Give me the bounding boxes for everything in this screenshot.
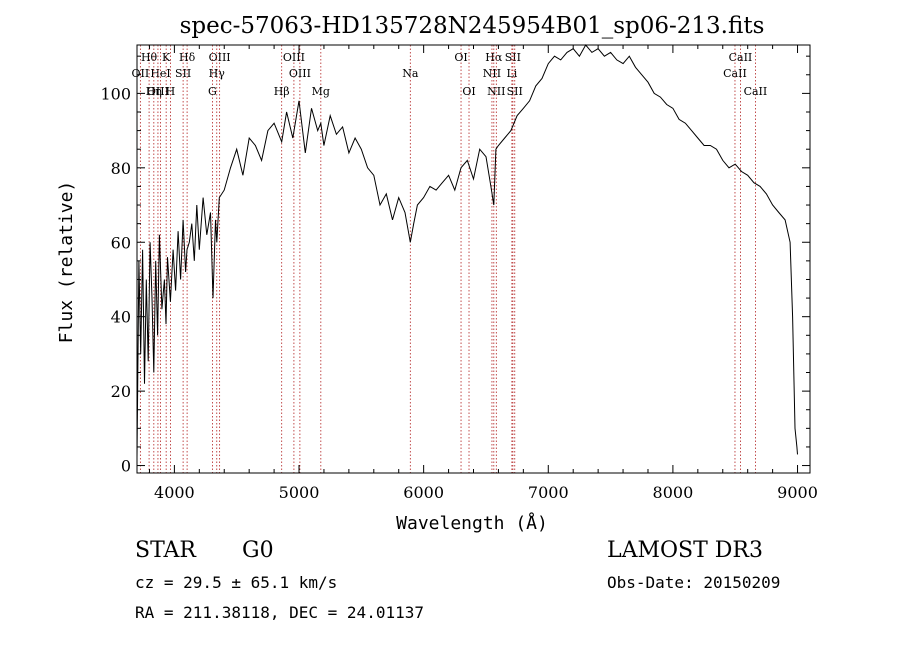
line-marker-label: OIII — [147, 85, 169, 98]
line-marker-label: OI — [454, 51, 467, 64]
line-marker-label: Hη — [146, 85, 162, 98]
line-marker-label: OIII — [289, 67, 311, 80]
x-tick-label: 5000 — [279, 483, 320, 502]
x-tick-label: 6000 — [403, 483, 444, 502]
line-marker-label: Hβ — [274, 85, 290, 98]
line-marker-label: Hγ — [209, 67, 226, 80]
line-marker-label: Na — [402, 67, 419, 80]
line-marker-label: Hα — [485, 51, 503, 64]
line-marker-label: NII — [483, 67, 501, 80]
y-tick-label: 20 — [111, 382, 131, 401]
line-marker-label: CaII — [723, 67, 747, 80]
line-marker-label: Hδ — [179, 51, 196, 64]
y-axis: 0 20 40 60 80 100 — [100, 55, 810, 476]
x-tick-label: 9000 — [777, 483, 818, 502]
y-tick-label: 40 — [111, 308, 131, 327]
x-axis: 4000 5000 6000 7000 8000 9000 — [148, 45, 818, 502]
line-marker-label: Li — [506, 67, 517, 80]
x-tick-label: 7000 — [528, 483, 569, 502]
line-marker-label: OII — [132, 67, 150, 80]
x-tick-label: 8000 — [653, 483, 694, 502]
object-subclass: G0 — [242, 538, 274, 563]
line-marker-label: NII — [487, 85, 505, 98]
line-marker-label: OI — [462, 85, 475, 98]
survey-name: LAMOST DR3 — [607, 538, 763, 563]
redshift-velocity: cz = 29.5 ± 65.1 km/s — [135, 573, 338, 592]
plot-frame — [136, 44, 811, 474]
line-marker-label: SII — [507, 85, 523, 98]
line-marker-label: G — [208, 85, 217, 98]
line-marker-label: CaII — [729, 51, 753, 64]
line-marker-label: OIII — [209, 51, 231, 64]
line-marker-label: SII — [175, 67, 191, 80]
line-marker-label: CaII — [744, 85, 768, 98]
y-tick-label: 80 — [111, 159, 131, 178]
line-marker-label: Hθ — [141, 51, 158, 64]
x-axis-label: Wavelength (Å) — [396, 512, 548, 534]
spectrum-line — [136, 44, 798, 459]
chart-title: spec-57063-HD135728N245954B01_sp06-213.f… — [180, 13, 765, 39]
line-marker-label: SII — [505, 51, 521, 64]
line-marker-label: HeI — [150, 67, 170, 80]
y-axis-label: Flux (relative) — [56, 181, 77, 344]
y-tick-label: 0 — [121, 457, 131, 476]
observation-date: Obs-Date: 20150209 — [607, 573, 781, 592]
line-marker-label: K — [162, 51, 171, 64]
y-tick-label: 100 — [100, 84, 131, 103]
x-tick-label: 4000 — [154, 483, 195, 502]
object-class: STAR — [135, 538, 196, 563]
coordinates: RA = 211.38118, DEC = 24.01137 — [135, 603, 424, 622]
y-tick-label: 60 — [111, 233, 131, 252]
line-marker-label: Mg — [312, 85, 330, 98]
line-marker-label: H — [166, 85, 176, 98]
line-marker-label: OIII — [283, 51, 305, 64]
